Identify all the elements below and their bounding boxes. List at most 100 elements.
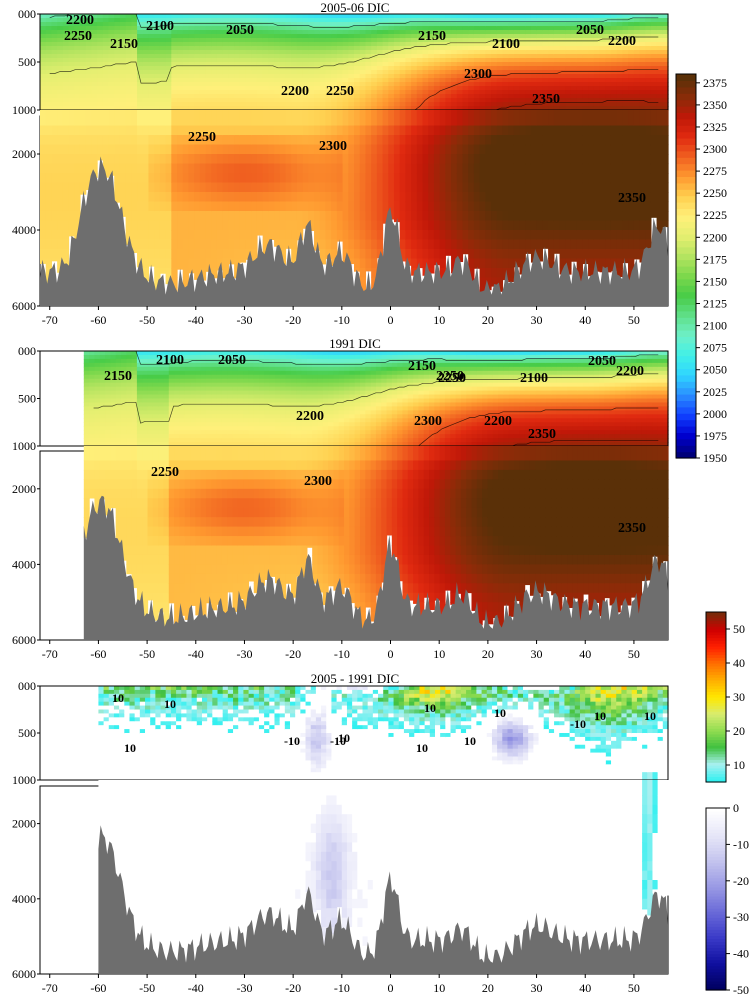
field-cell (158, 398, 165, 404)
field-cell (605, 86, 612, 91)
field-cell (256, 90, 264, 95)
field-cell (605, 144, 612, 155)
field-cell (115, 374, 122, 380)
field-cell (656, 66, 663, 71)
field-cell (388, 34, 395, 39)
field-cell (142, 46, 150, 51)
field-cell (62, 182, 70, 193)
field-cell (115, 390, 122, 396)
field-cell (445, 163, 452, 174)
field-cell (456, 86, 464, 91)
field-cell (570, 144, 578, 155)
field-cell (239, 154, 247, 165)
field-cell (565, 94, 572, 99)
field-cell (336, 78, 344, 83)
field-cell (188, 249, 195, 260)
field-cell (628, 58, 635, 63)
field-cell (650, 22, 658, 27)
field-cell (40, 30, 47, 35)
field-cell (131, 46, 138, 51)
field-cell (662, 106, 669, 111)
field-cell (205, 414, 212, 419)
field-cell (359, 144, 367, 155)
field-cell (376, 90, 384, 95)
field-cell (234, 42, 241, 47)
field-cell (182, 239, 190, 250)
field-cell (147, 362, 154, 368)
field-cell (331, 74, 338, 79)
field-cell (468, 34, 475, 39)
field-cell (325, 82, 332, 87)
field-cell (479, 62, 486, 67)
field-cell (274, 54, 281, 59)
field-cell (405, 14, 412, 19)
field-cell (296, 211, 304, 222)
field-cell (195, 366, 202, 372)
field-cell (536, 58, 543, 63)
field-cell (99, 358, 106, 364)
field-cell (451, 211, 458, 222)
field-cell (559, 86, 566, 91)
field-cell (251, 18, 258, 23)
field-cell (593, 34, 601, 39)
field-cell (239, 74, 247, 79)
field-cell (416, 110, 424, 127)
field-cell (137, 106, 144, 111)
field-cell (451, 26, 458, 31)
field-cell (393, 98, 401, 103)
field-cell (451, 94, 458, 99)
panel-1-title: 2005-06 DIC (321, 0, 390, 15)
field-cell (51, 102, 58, 107)
field-cell (650, 66, 658, 71)
field-cell (40, 38, 47, 43)
field-cell (182, 62, 190, 67)
field-cell (439, 86, 446, 91)
field-cell (462, 58, 469, 63)
field-cell (428, 26, 435, 31)
field-cell (628, 14, 635, 19)
field-cell (108, 54, 115, 59)
field-cell (234, 154, 241, 165)
field-cell (262, 14, 269, 19)
field-cell (205, 249, 212, 260)
field-cell (228, 110, 235, 127)
field-cell (302, 173, 309, 184)
field-cell (200, 351, 207, 356)
field-cell (428, 135, 435, 146)
field-cell (548, 46, 555, 51)
field-cell (479, 26, 486, 31)
field-cell (131, 106, 138, 111)
field-cell (530, 98, 538, 103)
field-cell (314, 70, 321, 75)
field-cell (142, 394, 149, 400)
field-cell (628, 70, 635, 75)
field-cell (439, 98, 446, 103)
field-cell (371, 22, 378, 27)
field-cell (97, 50, 104, 55)
field-cell (645, 66, 652, 71)
field-cell (268, 46, 275, 51)
field-cell (588, 50, 595, 55)
field-cell (502, 58, 509, 63)
field-cell (610, 26, 618, 31)
field-cell (336, 66, 344, 71)
field-cell (479, 54, 486, 59)
field-cell (131, 14, 138, 19)
field-cell (216, 30, 224, 35)
field-cell (553, 192, 561, 203)
field-cell (245, 90, 252, 95)
field-cell (479, 30, 486, 35)
field-cell (74, 14, 81, 19)
field-cell (331, 34, 338, 39)
field-cell (319, 106, 327, 111)
field-cell (348, 154, 355, 165)
field-cell (519, 220, 526, 231)
field-cell (142, 82, 150, 87)
field-cell (74, 30, 81, 35)
field-cell (114, 106, 121, 111)
field-cell (137, 74, 144, 79)
field-cell (190, 386, 196, 392)
field-cell (137, 42, 144, 47)
field-cell (468, 58, 475, 63)
field-cell (142, 54, 150, 59)
